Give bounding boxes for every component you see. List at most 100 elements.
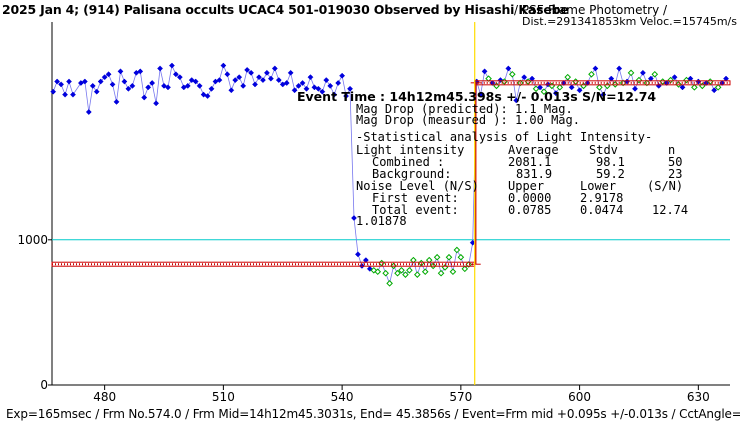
green-data-point	[714, 84, 722, 91]
col-header-2: Stdv	[589, 143, 618, 157]
x-tick-label: 630	[687, 390, 710, 404]
green-data-point	[461, 265, 469, 273]
green-data-point	[410, 256, 417, 264]
blue-data-point	[62, 91, 69, 98]
blue-data-point	[105, 71, 112, 78]
blue-data-point	[97, 78, 104, 85]
blue-data-point	[307, 74, 314, 81]
blue-data-point	[299, 80, 306, 86]
blue-data-point	[81, 78, 88, 85]
blue-data-point	[50, 88, 57, 95]
blue-data-point	[145, 84, 152, 91]
blue-data-point	[552, 90, 559, 97]
blue-data-point	[347, 85, 353, 92]
blue-data-point	[275, 77, 282, 84]
blue-data-point	[331, 91, 338, 98]
green-data-point	[564, 73, 572, 81]
blue-data-point	[121, 78, 128, 85]
green-data-point	[437, 269, 445, 277]
blue-data-point	[192, 78, 199, 85]
blue-data-point	[220, 62, 227, 69]
blue-data-point	[319, 88, 326, 95]
blue-data-point	[101, 74, 108, 81]
tick-labels: 480 510 540 570 600 630 0 1000	[17, 233, 709, 404]
blue-data-point	[260, 77, 266, 84]
noise-header-1: Upper	[508, 179, 545, 193]
blue-data-point	[117, 68, 124, 75]
blue-data-point	[283, 80, 290, 86]
green-data-point	[382, 269, 389, 277]
blue-data-point	[679, 84, 686, 91]
blue-data-point	[54, 78, 61, 85]
green-data-point	[457, 253, 465, 261]
col-header-1: Average	[508, 143, 559, 157]
blue-data-point	[165, 84, 171, 91]
event-time-label: Event Time : 14h12m45.398s +/- 0.013s S/…	[297, 89, 657, 104]
chart-title: 2025 Jan 4; (914) Palisana occults UCAC4…	[2, 2, 569, 17]
blue-data-point	[89, 82, 96, 89]
blue-data-point	[113, 98, 120, 105]
total-event-sn: 12.74	[652, 203, 689, 217]
blue-data-point	[600, 91, 607, 98]
green-data-point	[627, 69, 635, 77]
mag-drop-predicted: Mag Drop (predicted): 1.1 Mag.	[356, 102, 573, 116]
total-event-lower: 0.0474	[580, 203, 624, 217]
green-data-point	[453, 246, 461, 254]
ratio-label: 1.01878	[356, 214, 407, 228]
blue-data-point	[366, 265, 373, 272]
first-event-label: First event:	[372, 191, 459, 205]
blue-data-point	[362, 257, 369, 264]
blue-data-point	[481, 68, 488, 75]
blue-data-point	[639, 69, 646, 76]
blue-data-point	[176, 74, 183, 81]
green-data-point	[421, 268, 429, 276]
combined-n: 50	[668, 155, 683, 169]
blue-data-point	[295, 82, 302, 89]
blue-data-point	[216, 77, 223, 84]
blue-data-point	[252, 81, 258, 88]
mag-drop-measured: Mag Drop (measured ): 1.00 Mag.	[356, 113, 580, 127]
blue-data-point	[711, 87, 718, 94]
noise-header-2: Lower	[580, 179, 617, 193]
x-tick-label: 510	[212, 390, 235, 404]
total-event-upper: 0.0785	[508, 203, 552, 217]
blue-data-point	[256, 74, 262, 81]
green-data-point	[651, 70, 659, 78]
x-tick-label: 570	[449, 390, 472, 404]
background-n: 23	[668, 167, 683, 181]
blue-data-point	[303, 85, 310, 92]
blue-data-point	[287, 69, 294, 76]
blue-data-point	[232, 77, 239, 84]
combined-stdv: 98.1	[596, 155, 625, 169]
first-event-upper: 0.0000	[508, 191, 552, 205]
green-data-point	[691, 84, 698, 91]
blue-data-point	[224, 71, 231, 78]
blue-data-point	[489, 80, 496, 86]
green-data-point	[386, 280, 393, 287]
blue-data-point	[343, 93, 350, 100]
blue-data-point	[184, 82, 191, 89]
blue-data-point	[168, 62, 175, 69]
green-data-point	[374, 268, 382, 276]
green-data-point	[509, 70, 516, 78]
blue-data-point	[157, 65, 164, 72]
combined-average: 2081.1	[508, 155, 552, 169]
blue-data-point	[354, 251, 361, 258]
green-data-point	[635, 76, 643, 84]
blue-data-point	[93, 88, 100, 95]
blue-data-point	[70, 91, 76, 98]
blue-data-point	[208, 85, 215, 92]
green-data-point	[449, 268, 457, 276]
blue-data-point	[228, 87, 235, 94]
blue-data-point	[315, 85, 322, 92]
green-data-point	[493, 82, 500, 90]
method-label: / PSF-Frame Photometry /	[514, 3, 668, 17]
total-event-label: Total event:	[372, 203, 459, 217]
blue-data-point	[244, 66, 251, 73]
data-points	[50, 62, 729, 287]
blue-data-point	[129, 82, 136, 89]
green-data-point	[402, 271, 409, 278]
green-data-point	[406, 266, 413, 274]
first-event-lower: 2.9178	[580, 191, 624, 205]
